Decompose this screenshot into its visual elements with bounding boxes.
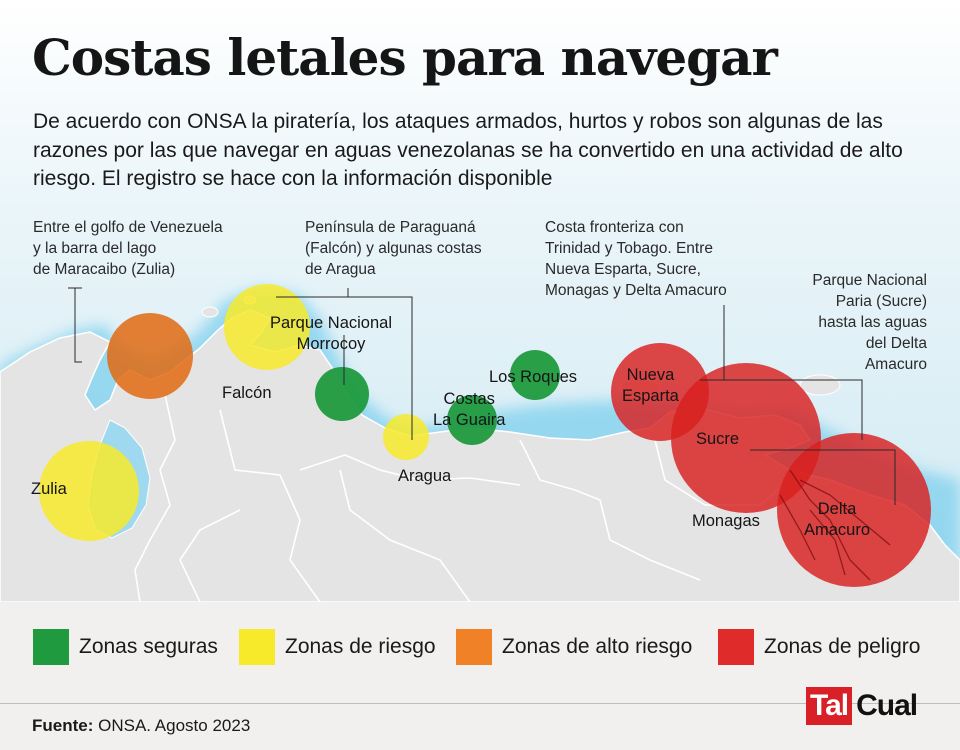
label-nueva-esparta: Nueva Esparta — [622, 366, 679, 405]
legend-item-seguras: Zonas seguras — [33, 627, 218, 667]
annotation-zulia: Entre el golfo de Venezuela y la barra d… — [33, 219, 223, 278]
annotation-paria: Parque Nacional Paria (Sucre) hasta las … — [812, 272, 927, 373]
delta-rivers — [779, 469, 891, 581]
venezuela-coast-map — [0, 0, 960, 602]
label-los-roques: Los Roques — [489, 368, 578, 386]
zone-sucre — [671, 363, 821, 513]
intro-text: De acuerdo con ONSA la piratería, los at… — [33, 110, 903, 190]
label-morrocoy: Parque Nacional Morrocoy — [270, 314, 392, 353]
zone-morrocoy — [315, 367, 369, 421]
legend: Zonas seguras Zonas de riesgo Zonas de a… — [0, 602, 960, 698]
zone-aragua — [383, 414, 429, 460]
page-title: Costas letales para navegar — [32, 28, 778, 87]
legend-swatch-orange — [456, 629, 492, 665]
legend-swatch-yellow — [239, 629, 275, 665]
label-zulia: Zulia — [31, 480, 67, 498]
label-aragua: Aragua — [398, 467, 452, 485]
legend-item-alto-riesgo: Zonas de alto riesgo — [456, 627, 692, 667]
zone-golfo-venezuela — [107, 313, 193, 399]
legend-swatch-red — [718, 629, 754, 665]
label-monagas: Monagas — [692, 512, 760, 530]
zone-delta-amacuro — [777, 433, 931, 587]
leader-lines — [68, 287, 896, 505]
label-sucre: Sucre — [696, 430, 740, 448]
zone-zulia — [39, 441, 139, 541]
talcual-logo: Tal Cual — [806, 687, 918, 725]
legend-swatch-green — [33, 629, 69, 665]
legend-item-riesgo: Zonas de riesgo — [239, 627, 436, 667]
state-borders — [134, 394, 791, 602]
zone-la-guaira — [447, 395, 497, 445]
legend-item-peligro: Zonas de peligro — [718, 627, 920, 667]
annotation-trinidad: Costa fronteriza con Trinidad y Tobago. … — [545, 219, 727, 299]
zone-los-roques — [510, 350, 560, 400]
label-falcon: Falcón — [222, 384, 272, 402]
footer: Fuente: ONSA. Agosto 2023 Tal Cual — [0, 687, 960, 750]
annotation-paraguana: Península de Paraguaná (Falcón) y alguna… — [305, 219, 482, 278]
label-delta-amacuro: Delta Amacuro — [804, 500, 871, 539]
label-la-guaira: Costas La Guaira — [433, 390, 506, 429]
source-credit: Fuente: ONSA. Agosto 2023 — [32, 716, 251, 735]
zone-paraguana — [224, 284, 310, 370]
